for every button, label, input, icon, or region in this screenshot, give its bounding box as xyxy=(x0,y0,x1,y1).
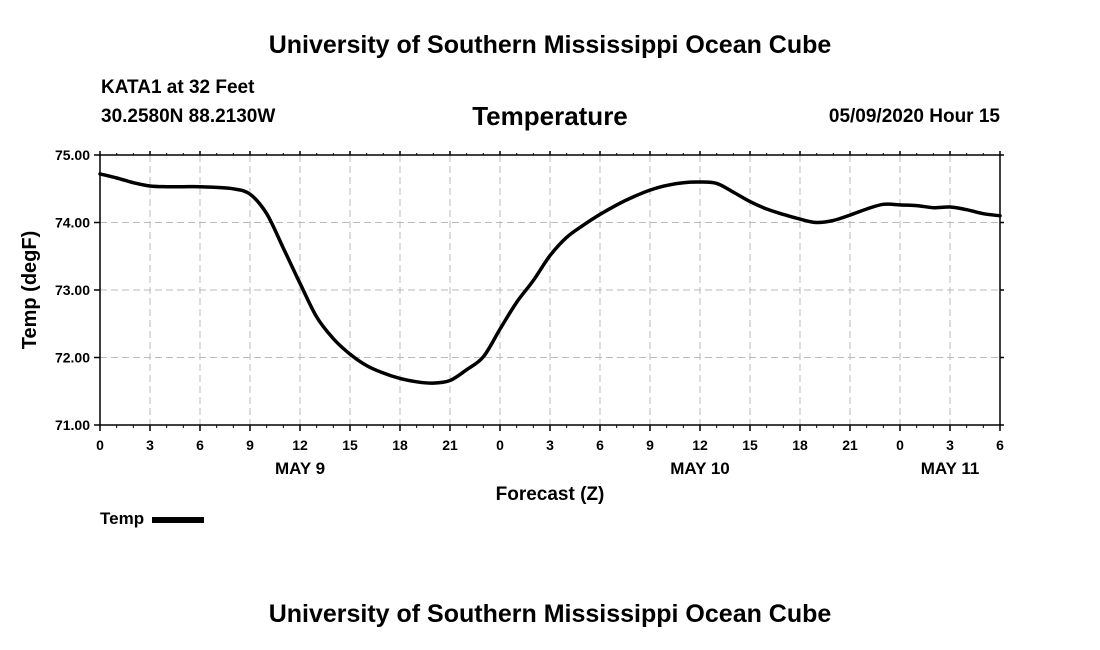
y-axis: 71.00 72.00 73.00 74.00 75.00 xyxy=(55,147,1004,433)
legend-line-swatch xyxy=(152,517,205,523)
x-tick-label: 12 xyxy=(692,437,708,453)
y-tick-label: 73.00 xyxy=(55,282,90,298)
y-axis-label: Temp (degF) xyxy=(19,231,41,350)
x-tick-label: 3 xyxy=(946,437,954,453)
y-tick-label: 71.00 xyxy=(55,417,90,433)
x-tick-label: 3 xyxy=(146,437,154,453)
x-tick-label: 9 xyxy=(246,437,254,453)
y-tick-label: 72.00 xyxy=(55,350,90,366)
x-tick-label: 18 xyxy=(392,437,408,453)
date-label: MAY 11 xyxy=(921,459,980,478)
x-tick-label: 9 xyxy=(646,437,654,453)
legend-label: Temp xyxy=(100,509,145,528)
temp-series-line xyxy=(98,172,1002,385)
x-tick-label: 21 xyxy=(442,437,458,453)
date-label: MAY 9 xyxy=(275,459,325,478)
station-coordinates: 30.2580N 88.2130W xyxy=(101,106,276,127)
x-tick-label: 12 xyxy=(292,437,308,453)
header-title: University of Southern Mississippi Ocean… xyxy=(268,31,832,59)
x-tick-label: 0 xyxy=(896,437,904,453)
x-tick-label: 0 xyxy=(496,437,504,453)
y-tick-label: 74.00 xyxy=(55,215,90,231)
x-axis-label: Forecast (Z) xyxy=(496,484,605,505)
x-tick-label: 21 xyxy=(842,437,858,453)
footer-title: University of Southern Mississippi Ocean… xyxy=(268,600,832,628)
chart-grid xyxy=(100,155,1000,425)
x-tick-label: 15 xyxy=(342,437,358,453)
x-tick-label: 6 xyxy=(996,437,1004,453)
x-tick-label: 3 xyxy=(546,437,554,453)
x-tick-label: 6 xyxy=(196,437,204,453)
legend: Temp xyxy=(100,509,205,529)
x-tick-label: 6 xyxy=(596,437,604,453)
y-tick-label: 75.00 xyxy=(55,147,90,163)
x-tick-label: 0 xyxy=(96,437,104,453)
series-layer xyxy=(98,172,1002,385)
chart-title: Temperature xyxy=(472,101,628,131)
x-tick-label: 18 xyxy=(792,437,808,453)
station-name: KATA1 at 32 Feet xyxy=(101,77,255,98)
forecast-datetime: 05/09/2020 Hour 15 xyxy=(828,106,1000,127)
x-tick-label: 15 xyxy=(742,437,758,453)
date-label: MAY 10 xyxy=(670,459,730,478)
x-axis: 0 3 6 9 12 15 18 21 0 3 6 9 12 15 18 21 0 3 6 MAY 9 MAY 10 MA… xyxy=(96,151,1004,478)
